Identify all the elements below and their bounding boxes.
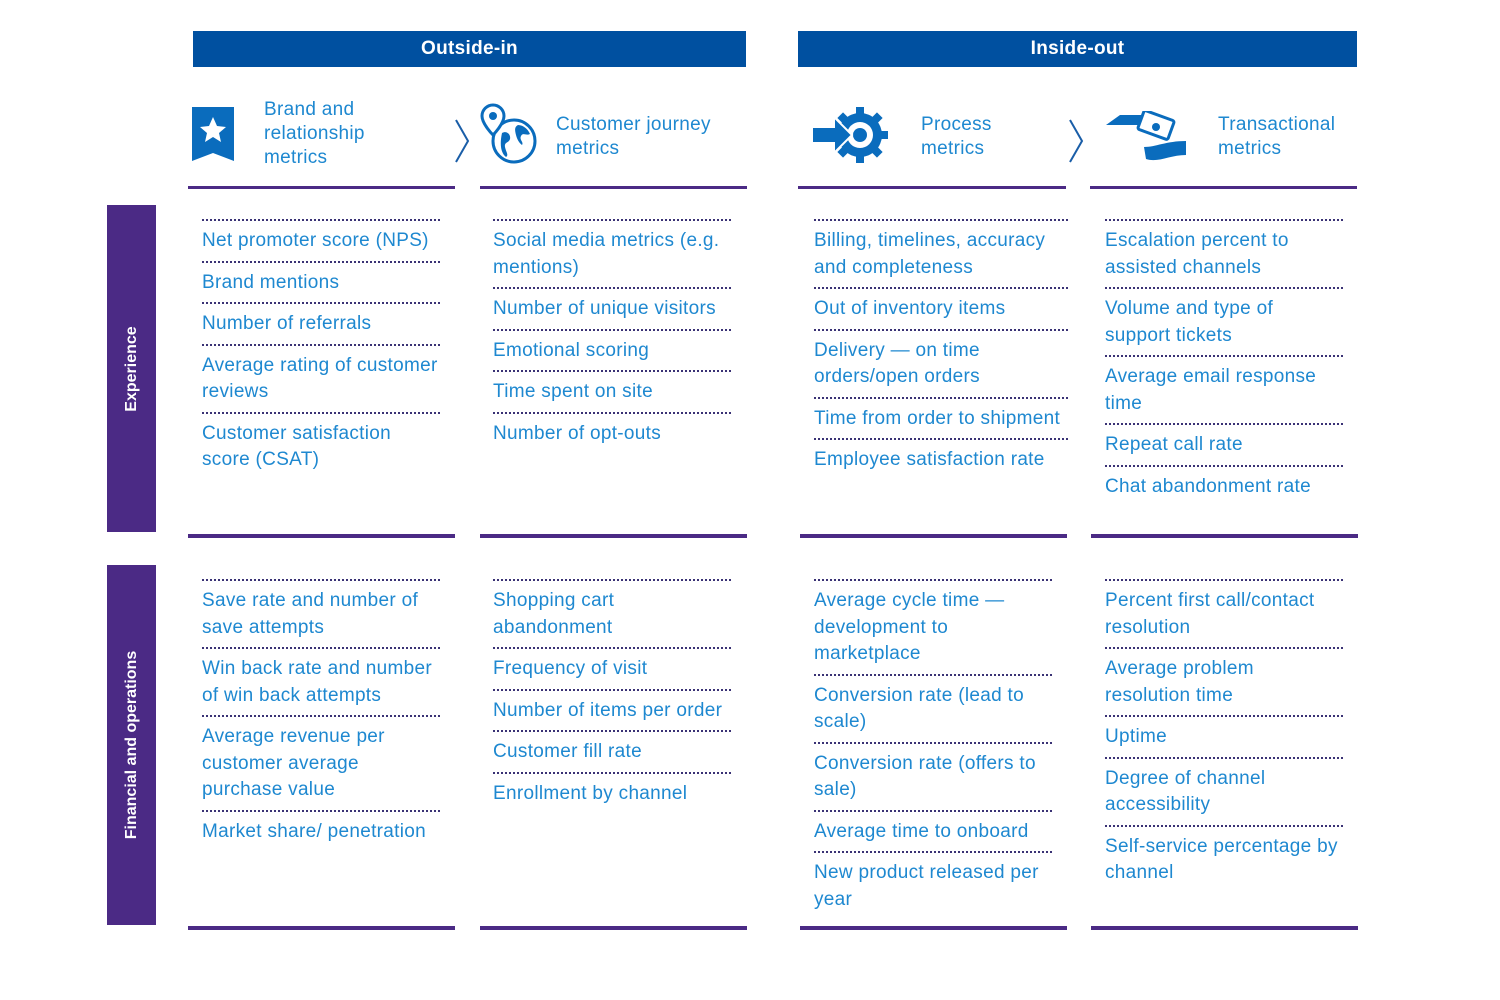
category-process-label: Process metrics bbox=[921, 114, 992, 159]
metric-item: Shopping cart abandonment bbox=[493, 579, 731, 647]
metric-item: Average problem resolution time bbox=[1105, 647, 1343, 715]
category-transactional: Transactional metrics bbox=[1090, 95, 1357, 189]
metric-item: Enrollment by channel bbox=[493, 771, 731, 814]
metric-item: Time from order to shipment bbox=[814, 396, 1068, 439]
hands-money-icon bbox=[1106, 111, 1186, 161]
metric-item: Conversion rate (lead to scale) bbox=[814, 673, 1052, 742]
category-customer-journey-label: Customer journey metrics bbox=[556, 114, 711, 159]
globe-pin-icon bbox=[480, 103, 537, 164]
row-label-experience: Experience bbox=[107, 205, 156, 532]
metric-item: Average email response time bbox=[1105, 355, 1343, 423]
metric-item: Market share/ penetration bbox=[202, 809, 440, 852]
chevron-right-icon bbox=[1069, 119, 1084, 163]
metric-item: Average time to onboard bbox=[814, 809, 1052, 852]
metric-item: Number of opt-outs bbox=[493, 411, 731, 454]
metric-item: Escalation percent to assisted channels bbox=[1105, 219, 1343, 287]
row-label-experience-text: Experience bbox=[122, 325, 140, 412]
experience-transactional-list: Escalation percent to assisted channels V… bbox=[1105, 219, 1343, 506]
metric-item: Employee satisfaction rate bbox=[814, 438, 1068, 480]
header-outside-in: Outside-in bbox=[193, 31, 746, 67]
metric-item: Uptime bbox=[1105, 715, 1343, 757]
header-inside-out-label: Inside-out bbox=[1030, 38, 1125, 59]
financial-process-list: Average cycle time — development to mark… bbox=[814, 579, 1052, 919]
experience-journey-list: Social media metrics (e.g. mentions) Numb… bbox=[493, 219, 731, 453]
experience-brand-list: Net promoter score (NPS) Brand mentions Nu… bbox=[202, 219, 440, 480]
row-label-financial: Financial and operations bbox=[107, 565, 156, 925]
header-inside-out: Inside-out bbox=[798, 31, 1357, 67]
divider bbox=[800, 534, 1067, 538]
category-brand: Brand and relationship metrics bbox=[188, 95, 455, 189]
divider bbox=[188, 926, 455, 930]
category-brand-label: Brand and relationship metrics bbox=[264, 99, 365, 168]
financial-transactional-list: Percent first call/contact resolution Ave… bbox=[1105, 579, 1343, 893]
metric-item: Net promoter score (NPS) bbox=[202, 219, 440, 261]
divider bbox=[1091, 926, 1358, 930]
experience-process-list: Billing, timelines, accuracy and complet… bbox=[814, 219, 1068, 480]
divider bbox=[1091, 534, 1358, 538]
category-process: Process metrics bbox=[798, 95, 1066, 189]
metric-item: Percent first call/contact resolution bbox=[1105, 579, 1343, 647]
metric-item: Save rate and number of save attempts bbox=[202, 579, 440, 647]
metric-item: Conversion rate (offers to sale) bbox=[814, 741, 1052, 810]
metric-item: Repeat call rate bbox=[1105, 423, 1343, 465]
metric-item: Customer fill rate bbox=[493, 730, 731, 772]
divider bbox=[188, 534, 455, 538]
divider bbox=[480, 534, 747, 538]
row-label-financial-text: Financial and operations bbox=[122, 650, 140, 840]
metric-item: Self-service percentage by channel bbox=[1105, 824, 1343, 893]
header-outside-in-label: Outside-in bbox=[421, 38, 518, 59]
metric-item: New product released per year bbox=[814, 851, 1052, 919]
metric-item: Emotional scoring bbox=[493, 328, 731, 371]
metric-item: Average rating of customer reviews bbox=[202, 343, 440, 412]
divider bbox=[480, 926, 747, 930]
gear-arrow-icon bbox=[812, 107, 888, 163]
metric-item: Average cycle time — development to mark… bbox=[814, 579, 1052, 674]
metric-item: Degree of channel accessibility bbox=[1105, 756, 1343, 825]
financial-brand-list: Save rate and number of save attempts Win… bbox=[202, 579, 440, 851]
metric-item: Out of inventory items bbox=[814, 287, 1068, 329]
metric-item: Billing, timelines, accuracy and complet… bbox=[814, 219, 1068, 287]
metric-item: Average revenue per customer average pur… bbox=[202, 715, 440, 810]
metric-item: Number of items per order bbox=[493, 688, 731, 731]
metric-item: Social media metrics (e.g. mentions) bbox=[493, 219, 731, 287]
metric-item: Time spent on site bbox=[493, 370, 731, 412]
metric-item: Number of referrals bbox=[202, 302, 440, 344]
metric-item: Delivery — on time orders/open orders bbox=[814, 328, 1068, 397]
metric-item: Brand mentions bbox=[202, 260, 440, 303]
metric-item: Number of unique visitors bbox=[493, 287, 731, 329]
metric-item: Customer satisfaction score (CSAT) bbox=[202, 411, 440, 480]
star-ribbon-icon bbox=[192, 107, 234, 161]
metric-item: Volume and type of support tickets bbox=[1105, 287, 1343, 355]
category-customer-journey: Customer journey metrics bbox=[480, 95, 747, 189]
category-transactional-label: Transactional metrics bbox=[1218, 114, 1336, 159]
metric-item: Win back rate and number of win back att… bbox=[202, 647, 440, 715]
divider bbox=[800, 926, 1067, 930]
metric-item: Frequency of visit bbox=[493, 647, 731, 689]
chevron-right-icon bbox=[455, 119, 470, 163]
financial-journey-list: Shopping cart abandonment Frequency of vi… bbox=[493, 579, 731, 813]
metric-item: Chat abandonment rate bbox=[1105, 464, 1343, 507]
